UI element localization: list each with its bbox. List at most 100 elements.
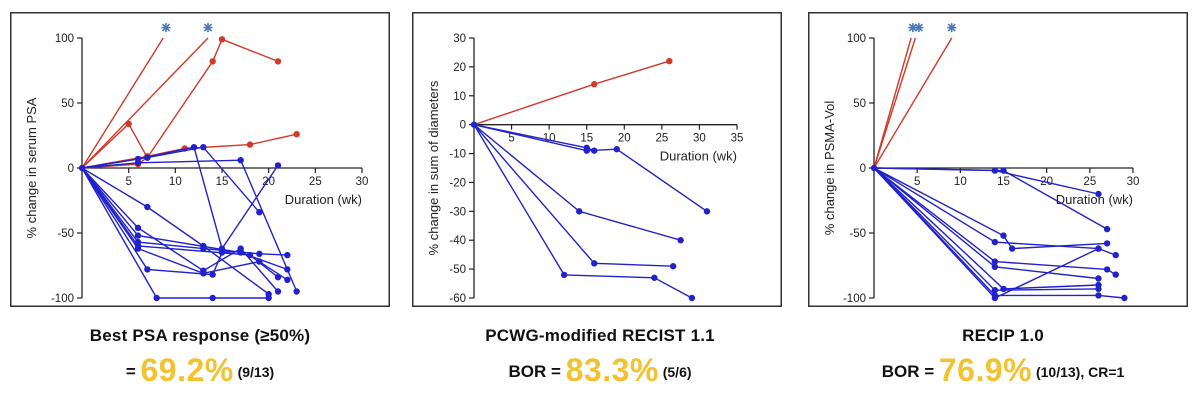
series-line-progression <box>81 37 164 169</box>
data-point <box>284 276 291 283</box>
x-tick-label: 15 <box>216 176 229 188</box>
series-line-response <box>81 146 260 213</box>
data-point <box>1095 285 1102 293</box>
series-line-progression <box>81 37 209 169</box>
data-point <box>1095 275 1102 282</box>
x-tick-label: 30 <box>356 176 369 188</box>
data-point <box>613 146 620 153</box>
off-scale-marker <box>947 23 957 33</box>
off-scale-marker <box>908 23 918 33</box>
data-point <box>666 57 673 65</box>
data-point <box>284 266 291 273</box>
series-line-response <box>81 167 269 299</box>
data-point <box>134 232 142 239</box>
data-point <box>274 162 282 169</box>
data-point <box>669 263 677 270</box>
chart-panel-psa: -100 -50 0 50 100 5 10 15 20 25 30 Duration (wk)% c… <box>10 12 390 307</box>
data-point <box>1103 225 1111 233</box>
data-point <box>991 287 999 294</box>
x-tick-label: 20 <box>618 133 631 145</box>
series-line-progression <box>81 38 279 169</box>
recip-caption-prefix: BOR = <box>881 362 939 381</box>
x-tick-label: 25 <box>309 176 322 188</box>
y-tick-label: 50 <box>853 98 866 110</box>
x-tick-label: 15 <box>997 176 1010 188</box>
series-line-response <box>873 167 1117 276</box>
series-line-response <box>81 159 298 292</box>
off-scale-marker <box>203 23 213 33</box>
data-point <box>209 58 216 65</box>
y-tick-label: -50 <box>449 264 466 276</box>
series-line-progression <box>873 37 917 169</box>
psa-caption: Best PSA response (≥50%) = 69.2% (9/13) <box>40 326 360 389</box>
recist-caption-title: PCWG-modified RECIST 1.1 <box>485 326 715 345</box>
data-point <box>1112 251 1119 259</box>
data-point <box>703 208 711 215</box>
recip-response-rate: 76.9% <box>938 352 1033 388</box>
data-point <box>144 203 151 211</box>
series-line-response <box>81 167 279 278</box>
recist-response-rate: 83.3% <box>565 352 659 388</box>
x-tick-label: 10 <box>169 176 182 188</box>
data-point <box>218 36 226 43</box>
data-point <box>583 147 590 154</box>
x-axis-label: Duration (wk) <box>1056 192 1133 207</box>
data-point <box>1095 190 1102 198</box>
data-point <box>209 271 216 278</box>
y-axis-label: % change in serum PSA <box>24 97 39 238</box>
x-axis-label: Duration (wk) <box>285 192 362 207</box>
data-point <box>256 209 263 216</box>
data-point <box>1008 245 1016 252</box>
off-scale-marker <box>914 23 924 33</box>
y-tick-label: -30 <box>449 206 466 218</box>
x-tick-label: 10 <box>954 176 967 188</box>
x-tick-label: 25 <box>1083 176 1096 188</box>
recist-caption: PCWG-modified RECIST 1.1 BOR = 83.3% (5/… <box>440 326 760 389</box>
off-scale-marker <box>161 23 171 33</box>
psa-response-rate: 69.2% <box>140 352 234 388</box>
y-axis-label: % change in PSMA-Vol <box>822 101 837 236</box>
data-point <box>284 251 291 259</box>
data-point <box>1000 285 1007 293</box>
data-point <box>237 248 244 255</box>
y-tick-label: 20 <box>453 62 466 74</box>
x-tick-label: 25 <box>655 133 668 145</box>
data-point <box>293 131 300 138</box>
series-line-response <box>473 124 708 212</box>
x-tick-label: 15 <box>580 133 593 145</box>
data-point <box>293 288 300 295</box>
y-axis-label: % change in sum of diameters <box>426 80 441 255</box>
recip-caption-title: RECIP 1.0 <box>962 326 1044 345</box>
data-point <box>991 238 999 246</box>
data-point <box>991 263 999 270</box>
y-tick-label: 100 <box>55 33 74 45</box>
y-tick-label: 100 <box>847 33 866 45</box>
y-tick-label: -40 <box>449 235 466 247</box>
y-tick-label: -50 <box>849 228 866 240</box>
x-tick-label: 5 <box>508 133 514 145</box>
data-point <box>1121 294 1128 302</box>
data-point <box>1000 232 1007 239</box>
data-point <box>591 260 598 267</box>
origin-point <box>870 164 878 172</box>
data-point <box>200 245 207 252</box>
data-point <box>991 294 999 302</box>
recist-caption-result: BOR = 83.3% (5/6) <box>440 352 760 389</box>
recip-caption: RECIP 1.0 BOR = 76.9% (10/13), CR=1 <box>838 326 1168 389</box>
y-tick-label: 10 <box>453 91 466 103</box>
origin-point <box>470 121 478 128</box>
x-tick-label: 35 <box>731 133 744 145</box>
data-point <box>256 258 263 265</box>
data-point <box>991 167 999 174</box>
y-tick-label: 0 <box>460 120 466 132</box>
chart-panel-recip: -100 -50 0 50 100 5 10 15 20 25 30 Duration (wk)% c… <box>808 12 1188 307</box>
data-point <box>153 294 160 302</box>
y-tick-label: 0 <box>860 163 866 175</box>
data-point <box>591 81 598 88</box>
y-tick-label: -60 <box>449 293 466 305</box>
data-point <box>560 271 568 279</box>
data-point <box>1095 292 1102 299</box>
y-tick-label: 0 <box>68 163 74 175</box>
